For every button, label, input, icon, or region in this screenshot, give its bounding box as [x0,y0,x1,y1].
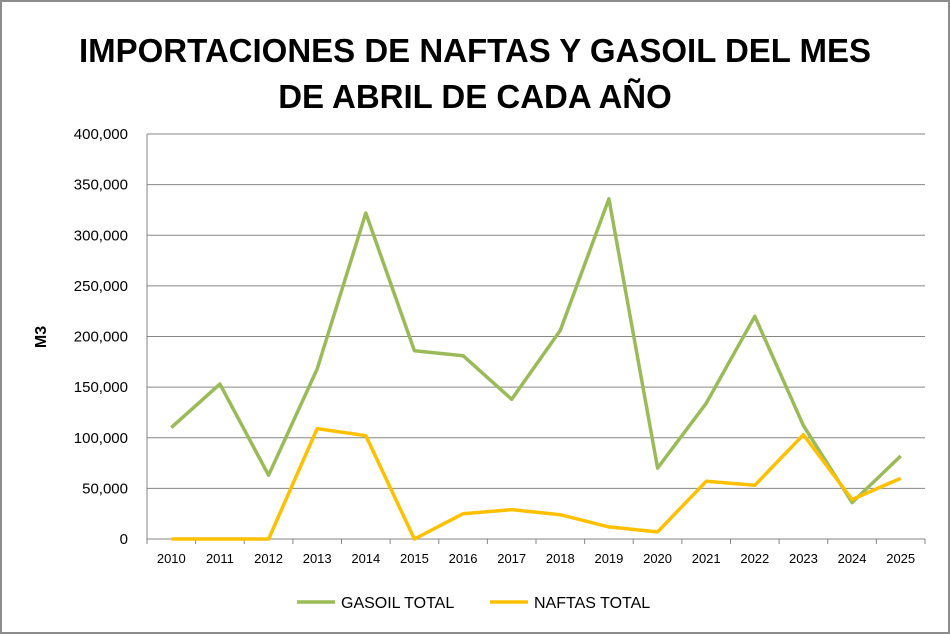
x-tick-label: 2010 [157,551,186,566]
legend-label: NAFTAS TOTAL [534,595,650,612]
x-tick-label: 2015 [400,551,429,566]
y-tick-label: 300,000 [74,227,128,244]
x-tick-label: 2023 [789,551,818,566]
x-tick-label: 2024 [838,551,867,566]
series-line-gasoil-total [170,197,902,505]
series-line-naftas-total [171,426,902,541]
chart-title: IMPORTACIONES DE NAFTAS Y GASOIL DEL MES… [0,28,950,120]
chart-title-line2: DE ABRIL DE CADA AÑO [278,78,672,115]
x-tick-label: 2018 [546,551,575,566]
x-tick-label: 2020 [643,551,672,566]
y-tick-label: 100,000 [74,430,128,447]
x-tick-label: 2013 [303,551,332,566]
y-tick-label: 50,000 [82,480,128,497]
y-tick-label: 150,000 [74,379,128,396]
legend-label: GASOIL TOTAL [341,595,454,612]
x-tick-label: 2019 [594,551,623,566]
x-tick-label: 2022 [740,551,769,566]
y-tick-label: 400,000 [74,126,128,143]
x-tick-label: 2016 [449,551,478,566]
y-tick-label: 250,000 [74,278,128,295]
x-tick-label: 2025 [886,551,915,566]
x-tick-label: 2017 [497,551,526,566]
x-tick-label: 2021 [692,551,721,566]
x-tick-label: 2014 [351,551,380,566]
chart-title-line1: IMPORTACIONES DE NAFTAS Y GASOIL DEL MES [78,32,872,69]
x-tick-label: 2011 [206,551,234,566]
y-tick-label: 350,000 [74,177,128,194]
x-tick-label: 2012 [254,551,283,566]
y-tick-label: 200,000 [74,329,128,346]
y-axis-label: M3 [33,326,50,348]
y-tick-label: 0 [120,531,128,548]
